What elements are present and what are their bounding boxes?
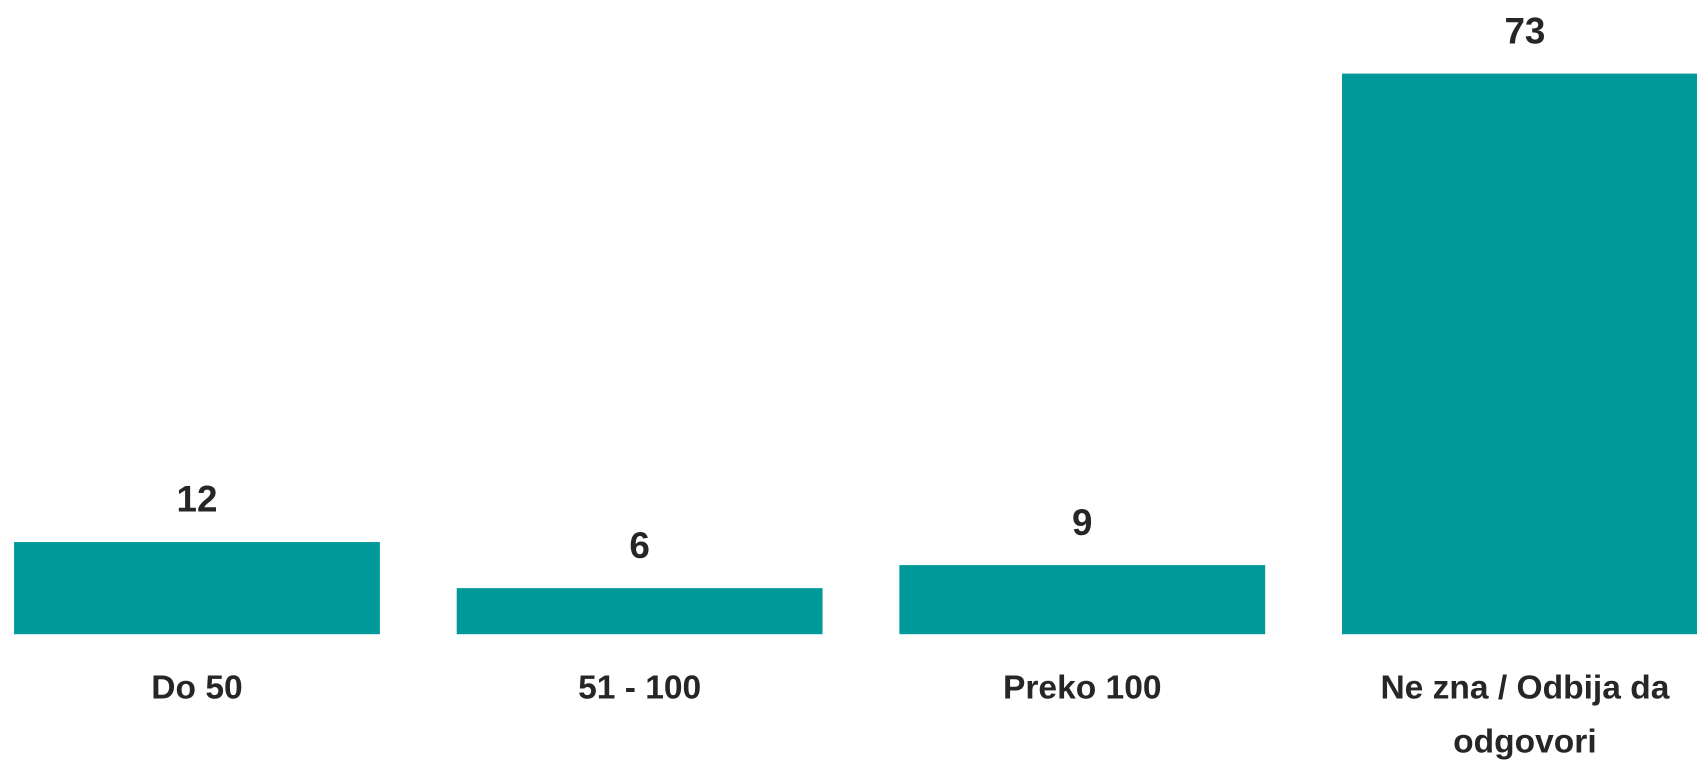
- x-tick-label: Do 50: [151, 669, 242, 706]
- value-label: 73: [1504, 10, 1545, 51]
- bar: [14, 542, 380, 635]
- x-tick-label: Preko 100: [1003, 669, 1162, 706]
- bar: [456, 588, 823, 635]
- x-tick-label: Ne zna / Odbija da odgovori: [1380, 669, 1669, 760]
- bar: [899, 565, 1266, 635]
- bar: [1342, 73, 1697, 635]
- value-label: 6: [629, 525, 649, 566]
- x-tick-label: 51 - 100: [578, 669, 701, 706]
- value-label: 9: [1072, 502, 1092, 543]
- value-label: 12: [177, 479, 218, 520]
